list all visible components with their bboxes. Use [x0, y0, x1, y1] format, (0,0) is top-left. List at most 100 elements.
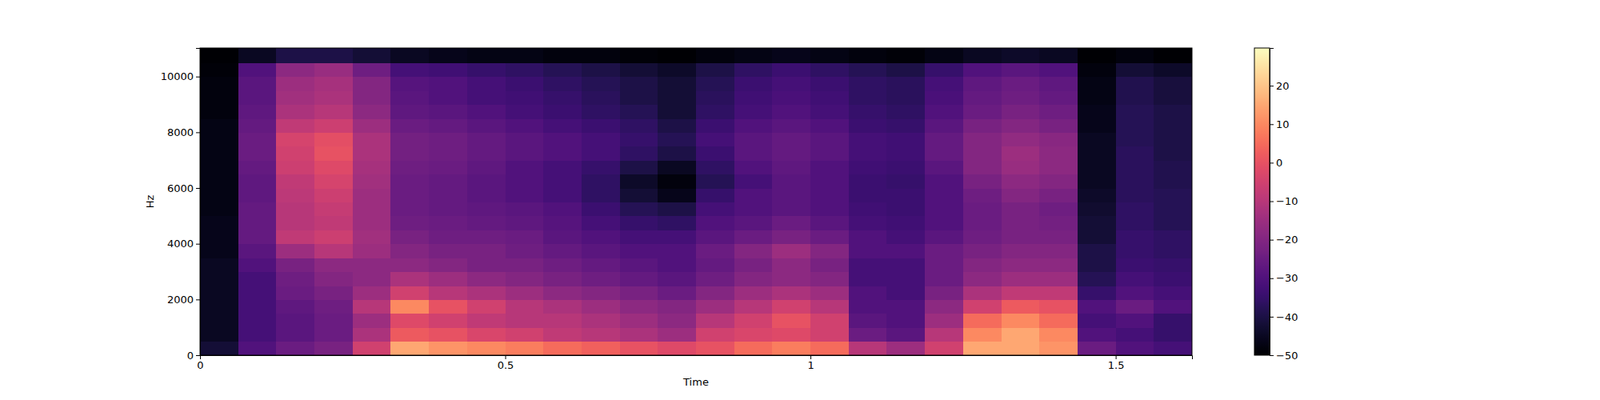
- heatmap-cell: [276, 257, 315, 272]
- heatmap-cell: [696, 160, 735, 175]
- heatmap-cell: [924, 257, 964, 272]
- heatmap-cell: [848, 132, 888, 147]
- heatmap-cell: [428, 62, 468, 77]
- heatmap-cell: [620, 244, 659, 259]
- heatmap-cell: [390, 146, 429, 161]
- heatmap-cell: [505, 62, 544, 77]
- heatmap-cell: [581, 104, 620, 120]
- heatmap-cell: [543, 132, 582, 147]
- heatmap-cell: [1001, 285, 1040, 300]
- heatmap-cell: [657, 48, 696, 64]
- heatmap-cell: [314, 216, 353, 231]
- heatmap-cell: [886, 257, 925, 272]
- heatmap-cell: [238, 160, 277, 175]
- heatmap-cell: [543, 285, 582, 300]
- heatmap-cell: [1077, 327, 1116, 342]
- heatmap-cell: [505, 341, 544, 356]
- heatmap-cell: [428, 285, 468, 300]
- heatmap-cell: [1153, 90, 1192, 105]
- heatmap-cell: [314, 327, 353, 342]
- heatmap-cell: [1039, 48, 1078, 64]
- heatmap-cell: [428, 257, 468, 272]
- heatmap-cell: [543, 146, 582, 161]
- heatmap-cell: [200, 272, 239, 287]
- heatmap-cell: [276, 104, 315, 120]
- axis-line: [1270, 48, 1275, 356]
- tick-mark: [1269, 278, 1274, 280]
- heatmap-cell: [276, 188, 315, 203]
- heatmap-cell: [276, 341, 315, 356]
- heatmap-cell: [352, 244, 392, 259]
- heatmap-cell: [352, 132, 392, 147]
- heatmap-cell: [276, 216, 315, 231]
- heatmap-cell: [848, 104, 888, 120]
- heatmap-cell: [1077, 257, 1116, 272]
- heatmap-cell: [1116, 327, 1155, 342]
- heatmap-cell: [390, 188, 429, 203]
- heatmap-cell: [734, 188, 773, 203]
- heatmap-cell: [352, 76, 392, 92]
- heatmap-cell: [772, 104, 811, 120]
- heatmap-cell: [620, 272, 659, 287]
- heatmap-cell: [200, 244, 239, 259]
- heatmap-cell: [772, 285, 811, 300]
- heatmap-cell: [696, 48, 735, 64]
- heatmap-cell: [390, 90, 429, 105]
- heatmap-cell: [886, 285, 925, 300]
- heatmap-cell: [848, 76, 888, 92]
- heatmap-cell: [772, 327, 811, 342]
- heatmap-cell: [810, 104, 849, 120]
- heatmap-cell: [1116, 118, 1155, 133]
- tick: 0: [187, 349, 200, 362]
- heatmap-cell: [238, 76, 277, 92]
- heatmap-cell: [276, 90, 315, 105]
- heatmap-cell: [467, 216, 506, 231]
- heatmap-cell: [1077, 188, 1116, 203]
- heatmap-cell: [352, 327, 392, 342]
- heatmap-cell: [696, 341, 735, 356]
- heatmap-cell: [886, 229, 925, 244]
- heatmap-cell: [620, 104, 659, 120]
- heatmap-cell: [1116, 201, 1155, 216]
- heatmap-cell: [581, 285, 620, 300]
- heatmap-cell: [581, 299, 620, 314]
- heatmap-cell: [810, 118, 849, 133]
- heatmap-cell: [657, 76, 696, 92]
- heatmap-cell: [314, 160, 353, 175]
- heatmap-cell: [924, 285, 964, 300]
- heatmap-cell: [734, 132, 773, 147]
- heatmap-cell: [886, 104, 925, 120]
- heatmap-cell: [543, 313, 582, 328]
- heatmap-cell: [390, 327, 429, 342]
- heatmap-cell: [963, 229, 1002, 244]
- heatmap-cell: [1153, 104, 1192, 120]
- tick: −20: [1269, 233, 1298, 246]
- heatmap-cell: [428, 272, 468, 287]
- heatmap-cell: [696, 272, 735, 287]
- tick: 8000: [167, 126, 200, 139]
- heatmap-cell: [276, 229, 315, 244]
- heatmap-cell: [734, 201, 773, 216]
- heatmap-cell: [810, 299, 849, 314]
- heatmap-cell: [1116, 48, 1155, 64]
- heatmap-cell: [543, 174, 582, 189]
- heatmap-cell: [1077, 76, 1116, 92]
- heatmap-cell: [352, 62, 392, 77]
- heatmap-cell: [1001, 257, 1040, 272]
- heatmap-cell: [505, 132, 544, 147]
- heatmap-cell: [352, 48, 392, 64]
- heatmap-cell: [657, 62, 696, 77]
- heatmap-cell: [390, 216, 429, 231]
- heatmap-cell: [963, 146, 1002, 161]
- heatmap-cell: [238, 313, 277, 328]
- tick-mark: [196, 355, 200, 356]
- heatmap-cell: [1039, 132, 1078, 147]
- heatmap-cell: [581, 257, 620, 272]
- heatmap-cell: [1001, 327, 1040, 342]
- heatmap-cell: [620, 118, 659, 133]
- heatmap-cell: [467, 160, 506, 175]
- heatmap-cell: [543, 90, 582, 105]
- heatmap-cell: [581, 174, 620, 189]
- heatmap-cell: [620, 146, 659, 161]
- heatmap-cell: [1039, 341, 1078, 356]
